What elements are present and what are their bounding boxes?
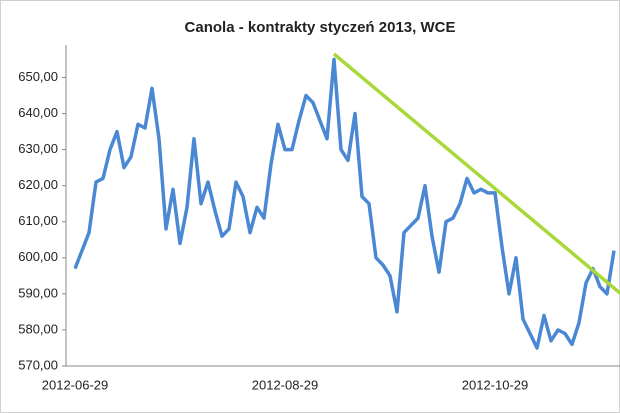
price-line bbox=[73, 57, 616, 350]
y-tick-label: 610,00 bbox=[18, 213, 58, 228]
y-tick-label: 590,00 bbox=[18, 285, 58, 300]
x-tick-label: 2012-10-29 bbox=[462, 377, 529, 392]
x-tick-label: 2012-06-29 bbox=[42, 377, 109, 392]
y-tick-label: 600,00 bbox=[18, 249, 58, 264]
trend-line bbox=[332, 52, 620, 296]
x-tick-label: 2012-08-29 bbox=[252, 377, 319, 392]
y-tick-label: 580,00 bbox=[18, 321, 58, 336]
y-tick-label: 620,00 bbox=[18, 177, 58, 192]
chart-title: Canola - kontrakty styczeń 2013, WCE bbox=[185, 19, 456, 36]
y-tick-label: 640,00 bbox=[18, 105, 58, 120]
y-tick-label: 570,00 bbox=[18, 357, 58, 372]
y-tick-label: 630,00 bbox=[18, 141, 58, 156]
y-tick-label: 650,00 bbox=[18, 69, 58, 84]
